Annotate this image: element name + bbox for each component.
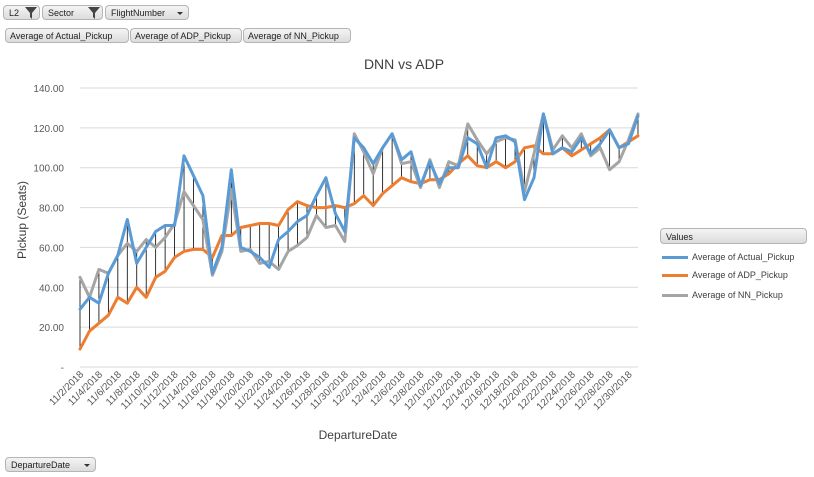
value-button-nn-label: Average of NN_Pickup: [248, 31, 339, 41]
y-axis-labels: - 20.00 40.00 60.00 80.00 100.00 120.00 140.00: [33, 84, 64, 374]
legend-label-adp: Average of ADP_Pickup: [692, 270, 788, 280]
legend-title-label: Values: [666, 232, 693, 242]
filter-sector-label: Sector: [48, 8, 75, 18]
chart-title: DNN vs ADP: [364, 56, 444, 72]
value-button-nn[interactable]: Average of NN_Pickup: [243, 28, 351, 43]
filter-funnel-icon: [88, 7, 100, 19]
filter-l2[interactable]: L2: [3, 5, 40, 20]
value-button-adp[interactable]: Average of ADP_Pickup: [130, 28, 242, 43]
y-tick-label: 60.00: [39, 243, 64, 254]
legend-title-button[interactable]: Values: [660, 228, 807, 244]
value-button-actual[interactable]: Average of Actual_Pickup: [5, 28, 129, 43]
legend-label-actual: Average of Actual_Pickup: [692, 252, 795, 262]
series-lines: [78, 112, 640, 351]
y-tick-label: 40.00: [39, 283, 64, 294]
filter-flightnumber[interactable]: FlightNumber: [105, 5, 189, 20]
legend-swatch-nn: [662, 294, 688, 298]
chevron-down-icon: [84, 464, 90, 467]
legend-swatch-adp: [662, 274, 688, 278]
axis-field-label: DepartureDate: [11, 460, 71, 470]
legend-item-nn: Average of NN_Pickup: [662, 290, 783, 300]
y-tick-label: 80.00: [39, 204, 64, 215]
filter-flightnumber-label: FlightNumber: [111, 8, 166, 18]
axis-field-departuredate[interactable]: DepartureDate: [5, 457, 96, 472]
legend-item-actual: Average of Actual_Pickup: [662, 252, 794, 262]
filter-l2-label: L2: [9, 8, 20, 18]
x-axis-title: DepartureDate: [319, 428, 398, 442]
gridlines: [80, 87, 638, 368]
y-tick-label: -: [61, 363, 64, 374]
legend-label-nn: Average of NN_Pickup: [692, 290, 783, 300]
x-axis-labels: 11/2/201811/4/201811/6/201811/8/201811/1…: [47, 369, 635, 412]
series-line-average-of-adp-pickup: [78, 128, 640, 351]
filter-sector[interactable]: Sector: [42, 5, 103, 20]
y-tick-label: 100.00: [33, 164, 64, 175]
y-axis-title: Pickup (Seats): [15, 181, 29, 259]
legend-swatch-actual: [662, 256, 688, 260]
value-button-adp-label: Average of ADP_Pickup: [135, 31, 231, 41]
legend-item-adp: Average of ADP_Pickup: [662, 270, 788, 280]
y-tick-label: 140.00: [33, 84, 64, 95]
series-line-average-of-actual-pickup: [78, 112, 640, 311]
y-tick-label: 120.00: [33, 124, 64, 135]
y-tick-label: 20.00: [39, 323, 64, 334]
chevron-down-icon: [177, 12, 183, 15]
value-button-actual-label: Average of Actual_Pickup: [10, 31, 113, 41]
filter-funnel-icon: [25, 7, 37, 19]
